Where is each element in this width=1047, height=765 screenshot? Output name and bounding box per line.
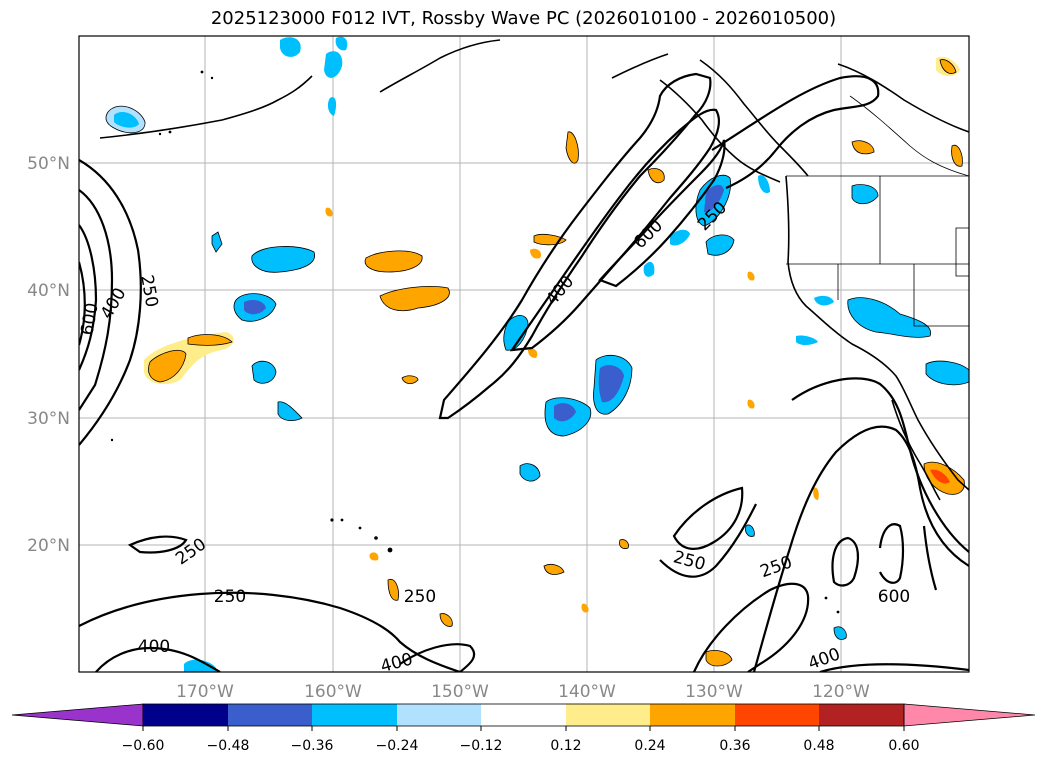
colorbar-tick-label: 0.48 (803, 738, 834, 754)
longitude-labels: 170°W 160°W 150°W 140°W 130°W 120°W (176, 682, 870, 702)
colorbar-segment (650, 704, 735, 726)
colorbar-tick-label: 0.24 (634, 738, 665, 754)
colorbar-segment (312, 704, 397, 726)
colorbar-tick-label: −0.48 (207, 738, 250, 754)
colorbar-tick-label: 0.60 (888, 738, 919, 754)
lat-label: 30°N (27, 409, 70, 429)
lat-label: 40°N (27, 281, 70, 301)
colorbar-tick-label: −0.36 (291, 738, 334, 754)
islands (110, 70, 840, 614)
lon-label: 140°W (558, 682, 616, 702)
colorbar-tick-label: −0.60 (122, 738, 165, 754)
colorbar-segment (735, 704, 819, 726)
lat-label: 20°N (27, 536, 70, 556)
colorbar-segment (481, 704, 566, 726)
colorbar-extend-low (11, 703, 144, 727)
coastlines (99, 39, 969, 501)
positive-anomaly-shading (144, 56, 965, 667)
colorbar-segment (819, 704, 904, 726)
political-borders (786, 95, 969, 327)
contour-label: 400 (138, 637, 170, 657)
lon-label: 170°W (176, 682, 234, 702)
colorbar-tick-label: 0.12 (550, 738, 581, 754)
lat-label: 50°N (27, 154, 70, 174)
lon-label: 160°W (304, 682, 362, 702)
colorbar: −0.60 −0.48 −0.36 −0.24 −0.12 0.12 0.24 … (11, 703, 1036, 754)
lon-label: 150°W (431, 682, 489, 702)
colorbar-tick-label: 0.36 (719, 738, 750, 754)
colorbar-segment (566, 704, 650, 726)
contour-label: 250 (404, 587, 436, 607)
lon-label: 130°W (685, 682, 743, 702)
ivt-contours (79, 72, 969, 672)
colorbar-tick-label: −0.24 (376, 738, 419, 754)
negative-anomaly-shading (105, 36, 969, 672)
contour-label: 250 (214, 587, 246, 607)
colorbar-segment (397, 704, 481, 726)
contour-label: 600 (878, 587, 910, 607)
colorbar-tick-label: −0.12 (460, 738, 503, 754)
colorbar-segment (228, 704, 312, 726)
map-title: 2025123000 F012 IVT, Rossby Wave PC (202… (210, 8, 837, 29)
latitude-labels: 50°N 40°N 30°N 20°N (27, 154, 70, 556)
colorbar-extend-high (903, 703, 1036, 727)
map-frame-bg (79, 36, 969, 672)
map-frame (78, 35, 970, 673)
colorbar-segment (143, 704, 228, 726)
lon-label: 120°W (812, 682, 870, 702)
